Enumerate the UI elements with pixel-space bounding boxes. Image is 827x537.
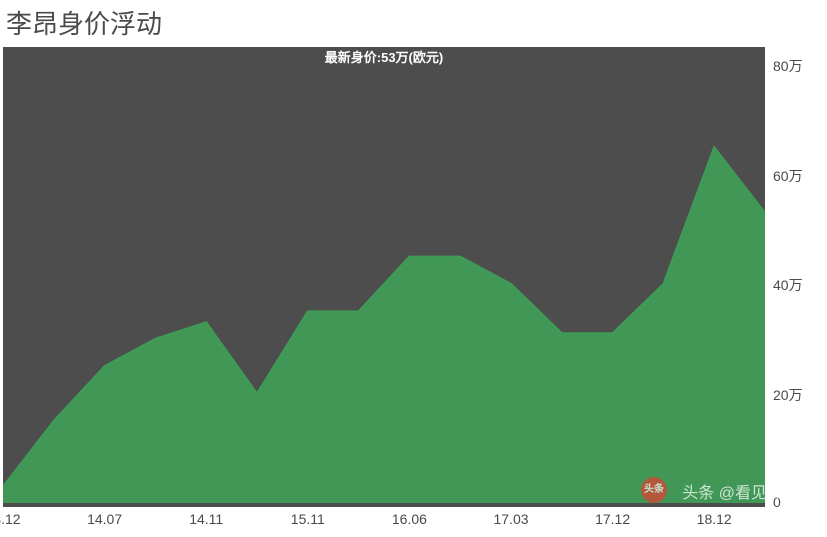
watermark-logo-text: 头条 <box>644 485 664 495</box>
x-tick-label: 17.03 <box>493 511 528 527</box>
y-tick-label: 20万 <box>773 385 803 405</box>
x-tick-label: 17.12 <box>595 511 630 527</box>
y-tick-label: 40万 <box>773 275 803 295</box>
x-tick-label: 14.07 <box>87 511 122 527</box>
x-tick-label: 16.06 <box>392 511 427 527</box>
chart-container: 最新身价:53万(欧元) 020万40万60万80万 13.1214.0714.… <box>0 43 827 537</box>
x-tick-label: 14.11 <box>189 511 223 527</box>
y-tick-label: 80万 <box>773 56 803 76</box>
chart-title: 李昂身价浮动 <box>0 0 827 43</box>
watermark-logo-icon: 头条 <box>641 477 667 503</box>
x-tick-label: 13.12 <box>0 511 21 527</box>
x-tick-label: 15.11 <box>291 511 325 527</box>
watermark-text: 头条 @看见绿茵 <box>682 479 799 503</box>
plot-background: 最新身价:53万(欧元) <box>3 47 765 507</box>
area-fill <box>3 147 765 503</box>
area-chart-svg <box>3 47 765 507</box>
x-tick-label: 18.12 <box>697 511 732 527</box>
y-tick-label: 60万 <box>773 166 803 186</box>
